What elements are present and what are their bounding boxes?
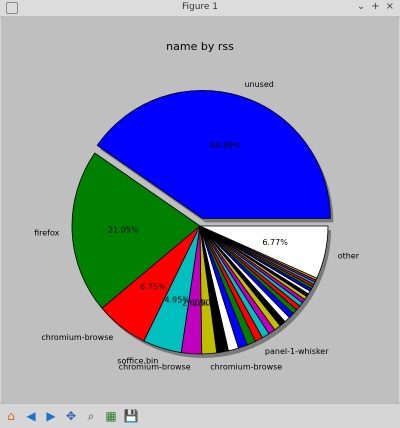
- subplots-icon[interactable]: ▦: [105, 409, 117, 423]
- figure-canvas: name by rss 40.89% 21.05% 6.75% 4.95% 2.60% 1…: [1, 17, 399, 403]
- slice-pct-label: 2.60%: [182, 299, 208, 308]
- close-icon[interactable]: ×: [385, 1, 394, 12]
- pie-slice-layer: [71, 89, 331, 355]
- slice-pct-label: 4.95%: [165, 295, 191, 304]
- zoom-icon[interactable]: ⌕: [87, 408, 95, 423]
- window-controls: ⌄ + ×: [357, 1, 394, 12]
- slice-label: other: [338, 251, 360, 260]
- forward-icon[interactable]: ▶: [46, 409, 56, 423]
- slice-pct-label: 6.77%: [262, 238, 288, 247]
- pie-label-layer: unusedfirefoxchromium-browsesoffice.binc…: [34, 80, 360, 371]
- slice-label: soffice.bin: [117, 356, 158, 365]
- pan-icon[interactable]: ✥: [65, 409, 77, 423]
- slice-label: chromium-browse: [119, 362, 191, 371]
- slice-pct-label: 21.05%: [108, 226, 139, 235]
- pie-slice: [71, 152, 201, 309]
- window-menu-icon[interactable]: [6, 2, 18, 14]
- window-title: Figure 1: [181, 2, 219, 12]
- slice-label: unused: [244, 80, 273, 89]
- slice-label: panel-1-whisker: [265, 347, 329, 356]
- slice-label: firefox: [34, 228, 60, 237]
- slice-label: chromium-browse: [210, 362, 282, 371]
- slice-label: chromium-browse: [41, 333, 113, 342]
- pie-slice: [96, 89, 331, 219]
- slice-pct-label: 1.90%: [193, 299, 219, 308]
- slice-pct-label: 40.89%: [210, 141, 241, 150]
- back-icon[interactable]: ◀: [26, 409, 36, 423]
- save-icon[interactable]: 💾: [123, 409, 139, 423]
- title-bar: Figure 1 ⌄ + ×: [0, 0, 400, 17]
- chart-title: name by rss: [166, 40, 234, 53]
- pie-pct-layer: 40.89% 21.05% 6.75% 4.95%2.60%1.90% 6.77%: [108, 141, 288, 308]
- pie-slice: [199, 225, 329, 279]
- slice-pct-label: 6.75%: [140, 283, 166, 292]
- home-icon[interactable]: ⌂: [7, 409, 15, 423]
- maximize-icon[interactable]: +: [371, 1, 380, 12]
- navigation-toolbar: ⌂ ◀ ▶ ✥ ⌕ ▦ 💾: [0, 403, 400, 428]
- minimize-icon[interactable]: ⌄: [356, 1, 366, 12]
- pie-chart: name by rss 40.89% 21.05% 6.75% 4.95%2.60%1…: [34, 40, 360, 371]
